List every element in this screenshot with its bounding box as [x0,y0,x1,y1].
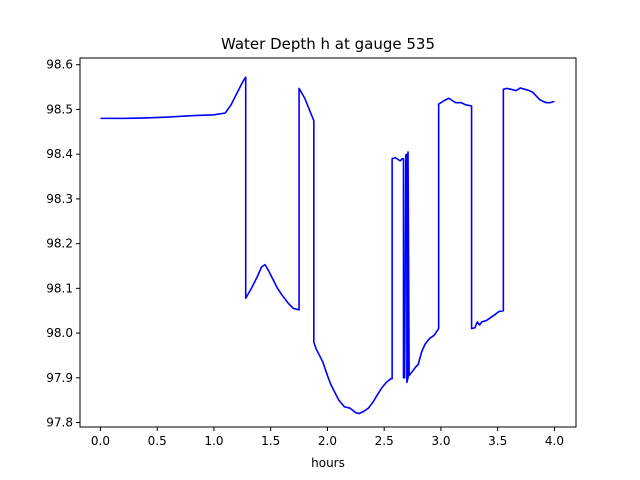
series-layer [100,76,555,415]
x-tick-label: 2.0 [318,434,337,448]
x-tick-label: 3.5 [488,434,507,448]
y-axis-ticks: 97.8 97.9 98.0 98.1 98.2 98.3 98.4 98.5 98.6 [46,58,80,430]
x-tick-label: 3.0 [431,434,450,448]
x-tick-label: 0.5 [148,434,167,448]
x-tick-label: 2.5 [375,434,394,448]
y-tick-label: 98.0 [46,326,73,340]
y-tick-label: 97.8 [46,416,73,430]
y-tick-label: 98.4 [46,147,73,161]
plot-frame [79,57,577,428]
x-axis-label: hours [311,456,345,470]
y-tick-label: 98.1 [46,281,73,295]
y-tick-label: 97.9 [46,371,73,385]
x-tick-label: 4.0 [545,434,564,448]
x-tick-label: 0.0 [91,434,110,448]
x-tick-label: 1.5 [261,434,280,448]
x-axis-ticks: 0.0 0.5 1.0 1.5 2.0 2.5 3.0 3.5 4.0 [91,427,564,448]
x-tick-label: 1.0 [204,434,223,448]
series-line [100,76,555,415]
y-tick-label: 98.3 [46,192,73,206]
y-tick-label: 98.6 [46,58,73,72]
chart-title: Water Depth h at gauge 535 [221,35,435,53]
y-tick-label: 98.2 [46,237,73,251]
y-tick-label: 98.5 [46,102,73,116]
